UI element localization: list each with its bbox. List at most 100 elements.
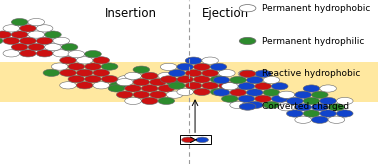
Circle shape xyxy=(93,57,110,64)
Circle shape xyxy=(271,95,288,102)
Circle shape xyxy=(169,70,185,77)
Circle shape xyxy=(150,79,166,86)
Circle shape xyxy=(3,37,20,44)
Circle shape xyxy=(101,75,118,83)
Circle shape xyxy=(185,70,202,77)
Circle shape xyxy=(194,63,210,71)
Circle shape xyxy=(295,104,311,111)
Text: Ejection: Ejection xyxy=(202,7,249,20)
Circle shape xyxy=(177,88,194,95)
Circle shape xyxy=(158,85,175,92)
Circle shape xyxy=(133,79,150,86)
Circle shape xyxy=(196,137,208,143)
Circle shape xyxy=(278,91,295,98)
Circle shape xyxy=(133,91,150,98)
Circle shape xyxy=(20,37,36,44)
Circle shape xyxy=(53,50,70,57)
Circle shape xyxy=(336,97,353,105)
Circle shape xyxy=(108,85,125,92)
Circle shape xyxy=(222,95,238,102)
Circle shape xyxy=(320,110,336,117)
Circle shape xyxy=(239,103,256,110)
Circle shape xyxy=(210,63,227,71)
Circle shape xyxy=(28,19,45,26)
Circle shape xyxy=(239,70,256,77)
Circle shape xyxy=(125,97,141,104)
Circle shape xyxy=(85,75,101,83)
Circle shape xyxy=(93,69,110,76)
Circle shape xyxy=(320,97,336,105)
Circle shape xyxy=(246,76,263,84)
Circle shape xyxy=(101,63,118,70)
Circle shape xyxy=(61,43,78,51)
Circle shape xyxy=(158,97,175,104)
Circle shape xyxy=(11,19,28,26)
Circle shape xyxy=(116,79,133,86)
Circle shape xyxy=(110,82,126,89)
Bar xyxy=(180,135,211,144)
Circle shape xyxy=(255,95,271,102)
Circle shape xyxy=(230,101,246,109)
Circle shape xyxy=(0,37,3,44)
Circle shape xyxy=(230,89,246,96)
Circle shape xyxy=(160,63,177,71)
Circle shape xyxy=(93,82,110,89)
Circle shape xyxy=(3,50,20,57)
Circle shape xyxy=(85,51,101,58)
Circle shape xyxy=(320,85,336,92)
Circle shape xyxy=(210,76,227,83)
Circle shape xyxy=(263,89,280,96)
Circle shape xyxy=(53,37,70,44)
Circle shape xyxy=(141,72,158,80)
Circle shape xyxy=(263,101,280,109)
Circle shape xyxy=(51,63,68,70)
Circle shape xyxy=(230,76,246,84)
Circle shape xyxy=(238,83,255,90)
Circle shape xyxy=(218,70,235,77)
Circle shape xyxy=(68,63,85,70)
Circle shape xyxy=(246,89,263,96)
Circle shape xyxy=(36,25,53,32)
Bar xyxy=(0,62,378,102)
Circle shape xyxy=(11,31,28,38)
Circle shape xyxy=(278,104,295,111)
Circle shape xyxy=(158,72,175,80)
Circle shape xyxy=(76,82,93,89)
Circle shape xyxy=(246,101,263,109)
Circle shape xyxy=(28,43,45,51)
Circle shape xyxy=(166,79,183,86)
Circle shape xyxy=(194,76,210,83)
Circle shape xyxy=(271,83,288,90)
Circle shape xyxy=(11,43,28,51)
Circle shape xyxy=(150,91,166,98)
Circle shape xyxy=(295,91,311,98)
Circle shape xyxy=(160,76,177,83)
Circle shape xyxy=(263,76,280,84)
Circle shape xyxy=(125,72,141,80)
Circle shape xyxy=(238,95,255,102)
Text: Permanent hydrophobic: Permanent hydrophobic xyxy=(262,4,370,13)
Circle shape xyxy=(116,91,133,98)
Text: Permanent hydrophilic: Permanent hydrophilic xyxy=(262,37,364,45)
Circle shape xyxy=(182,137,194,143)
Circle shape xyxy=(255,70,271,77)
Circle shape xyxy=(213,76,230,84)
Circle shape xyxy=(238,70,255,77)
Circle shape xyxy=(68,75,85,83)
Circle shape xyxy=(185,57,202,64)
Circle shape xyxy=(20,25,36,32)
Circle shape xyxy=(288,95,305,102)
Circle shape xyxy=(255,83,271,90)
Circle shape xyxy=(43,69,60,76)
Circle shape xyxy=(141,97,158,104)
Circle shape xyxy=(328,104,345,111)
Circle shape xyxy=(60,57,76,64)
Circle shape xyxy=(210,88,227,95)
Circle shape xyxy=(3,25,20,32)
Circle shape xyxy=(20,50,36,57)
Circle shape xyxy=(202,70,218,77)
Circle shape xyxy=(287,110,303,117)
Circle shape xyxy=(328,116,345,123)
Circle shape xyxy=(60,69,76,76)
Text: Reactive hydrophobic: Reactive hydrophobic xyxy=(262,69,360,78)
